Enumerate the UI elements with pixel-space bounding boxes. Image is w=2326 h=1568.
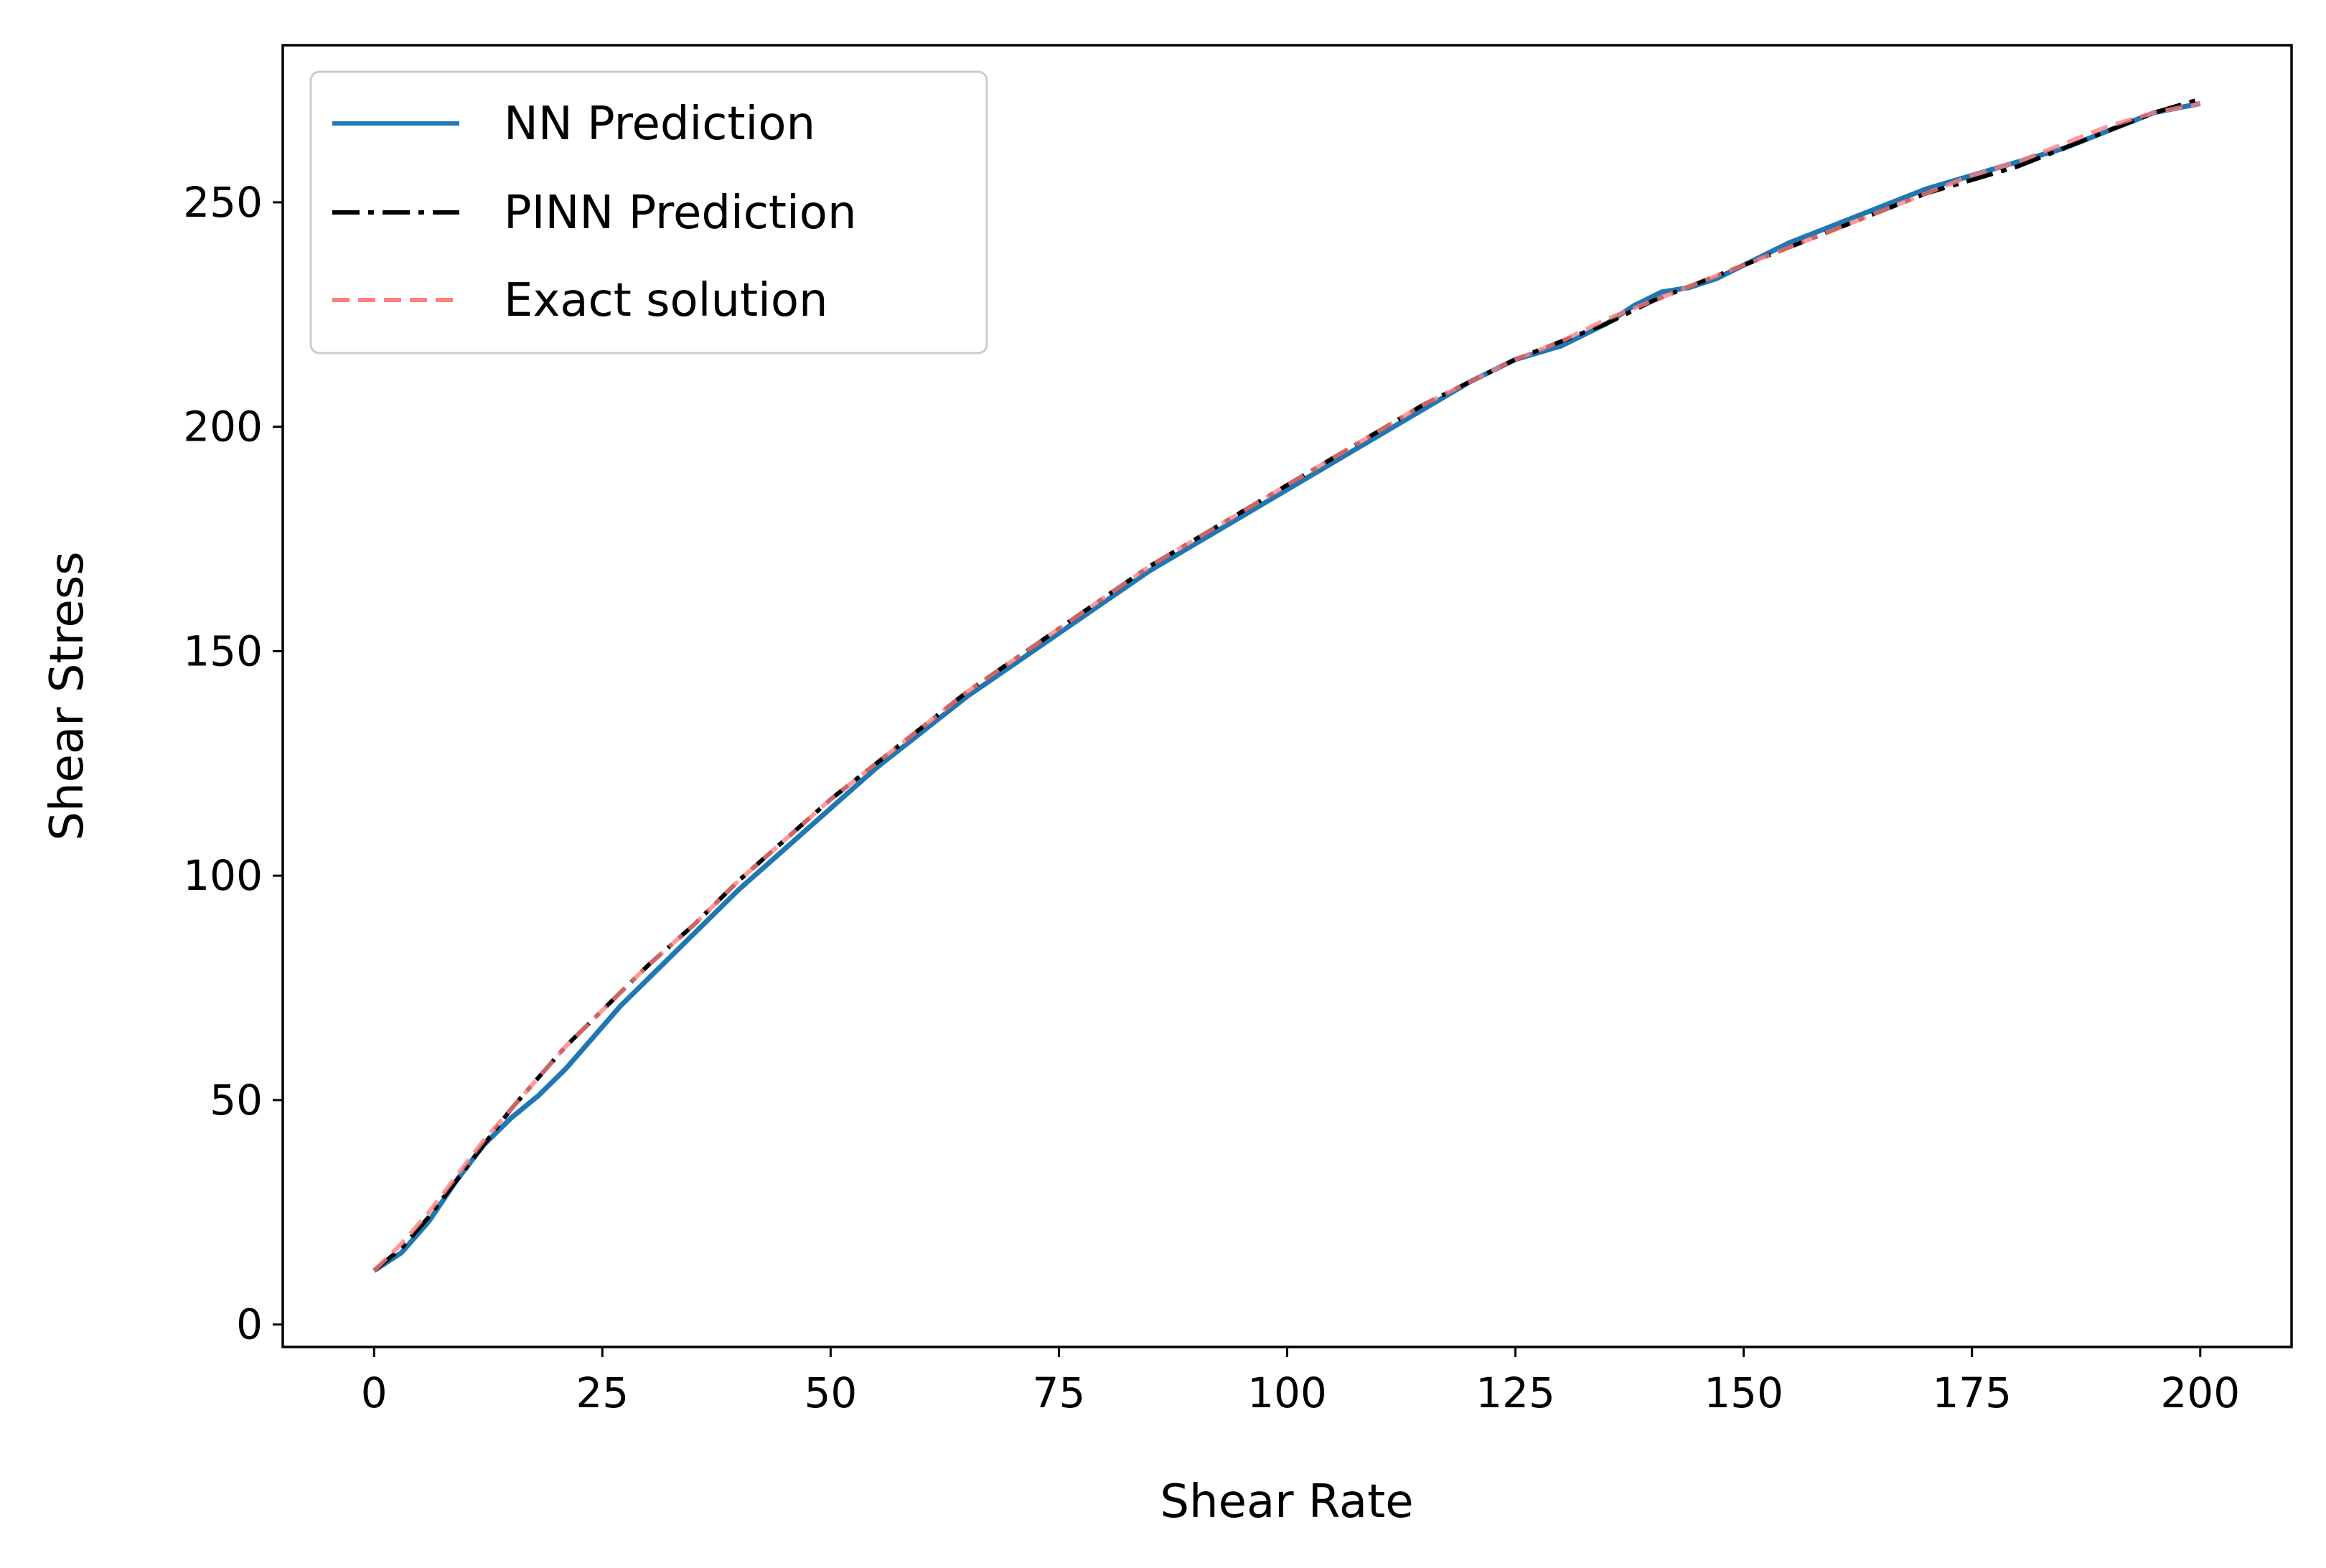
y-tick-label: 50 [210, 1076, 263, 1125]
x-tick-label: 0 [361, 1369, 388, 1417]
y-tick-label: 200 [183, 403, 263, 451]
y-tick-label: 250 [183, 178, 263, 227]
series-layer [372, 97, 2201, 1273]
x-tick-label: 200 [2160, 1369, 2240, 1417]
x-axis: 0 25 50 75 100 125 150 175 200 [361, 1347, 2240, 1417]
x-tick-label: 125 [1476, 1369, 1555, 1417]
legend-box [309, 70, 988, 355]
legend-label-pinn: PINN Prediction [504, 187, 857, 240]
x-tick-label: 175 [1932, 1369, 2012, 1417]
pinn-prediction-line [372, 97, 2201, 1273]
x-tick-label: 25 [576, 1369, 629, 1417]
y-tick-label: 100 [183, 851, 263, 900]
y-axis: 0 50 100 150 200 250 [183, 178, 283, 1349]
y-tick-label: 0 [236, 1300, 263, 1349]
y-tick-label: 150 [183, 626, 263, 675]
x-tick-label: 100 [1247, 1369, 1327, 1417]
legend-label-exact: Exact solution [504, 274, 828, 327]
exact-solution-line [372, 101, 2201, 1272]
legend: NN Prediction PINN Prediction Exact solu… [309, 70, 988, 355]
x-tick-label: 150 [1704, 1369, 1783, 1417]
nn-prediction-line [372, 100, 2201, 1273]
x-axis-label: Shear Rate [1160, 1475, 1413, 1529]
x-tick-label: 50 [804, 1369, 857, 1417]
legend-label-nn: NN Prediction [504, 98, 815, 151]
x-tick-label: 75 [1033, 1369, 1086, 1417]
y-axis-label: Shear Stress [41, 551, 94, 840]
